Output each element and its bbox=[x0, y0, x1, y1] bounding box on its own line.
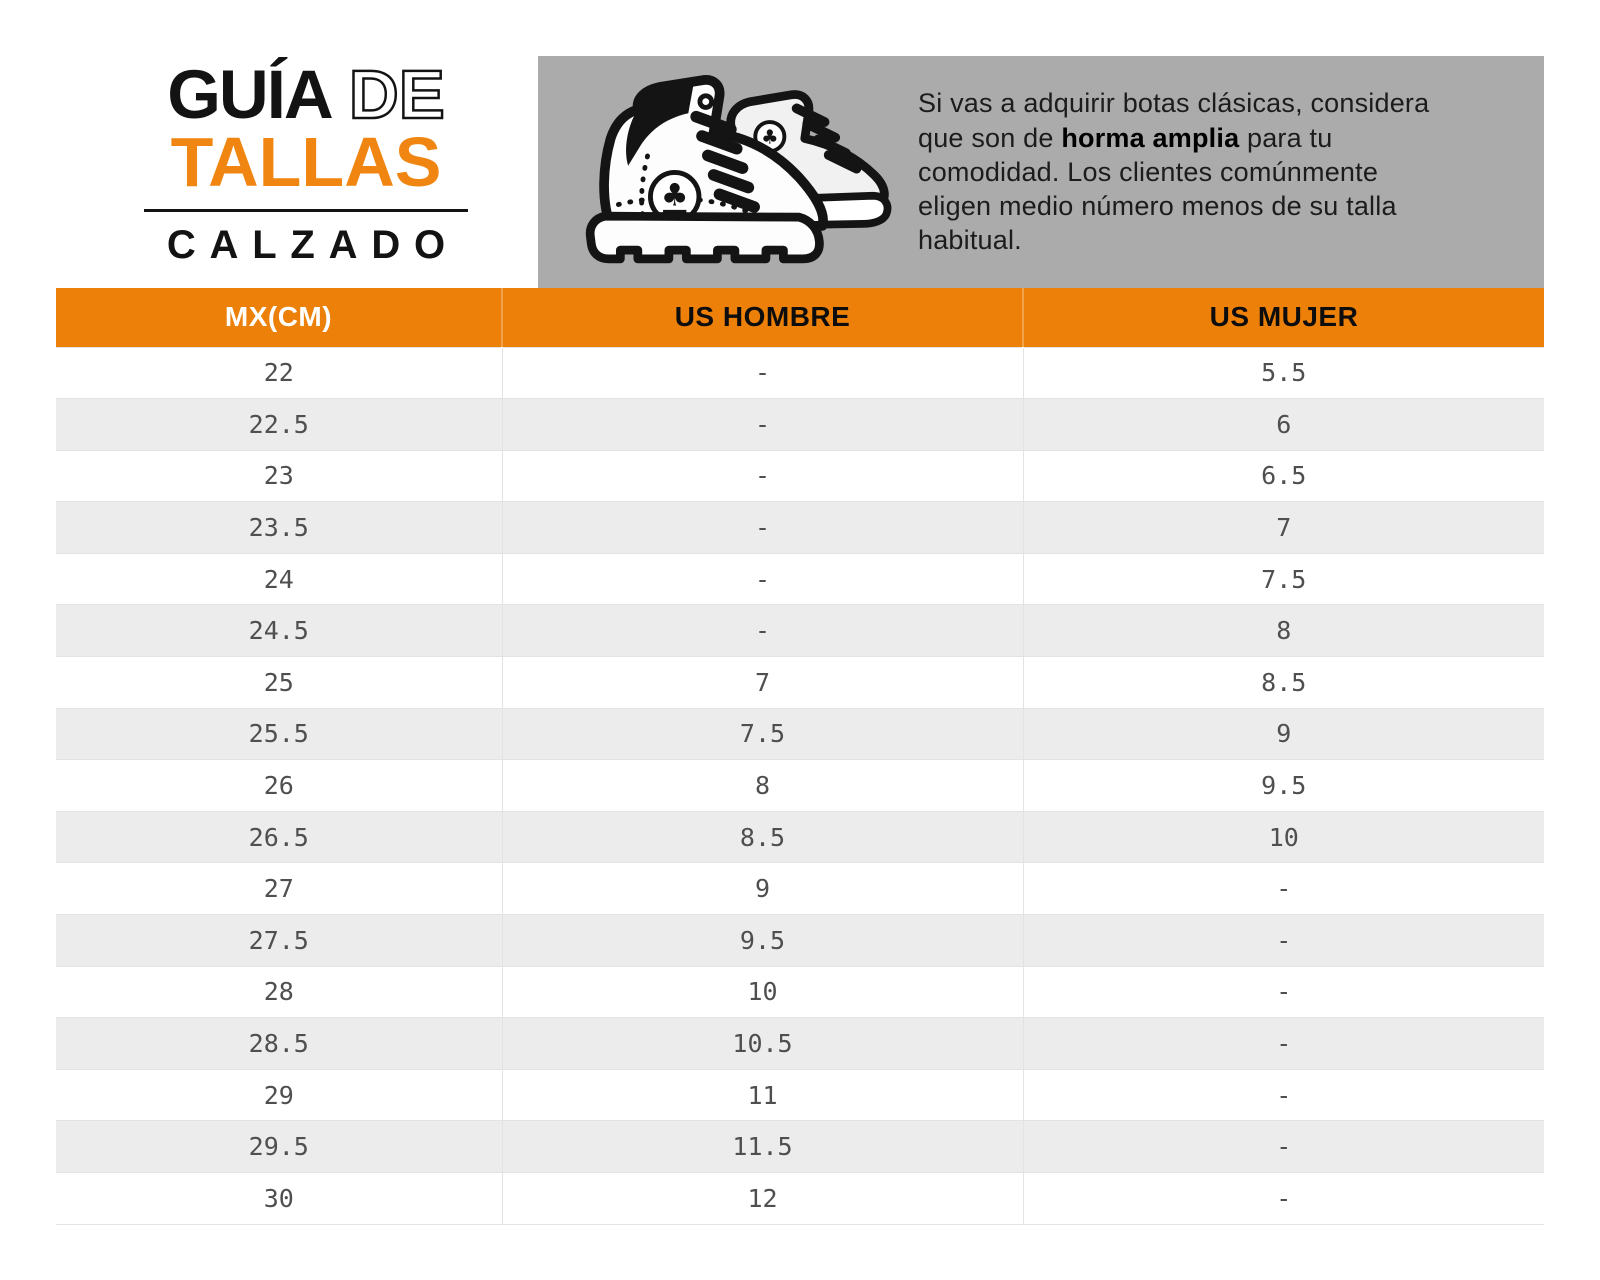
table-row: 23-6.5 bbox=[56, 449, 1544, 502]
size-cell: 27.5 bbox=[56, 914, 502, 967]
table-row: 26 8 9.5 bbox=[56, 759, 1544, 812]
banner-text-start: Si vas a adquirir botas clásicas, consid… bbox=[918, 88, 1430, 153]
header-us-hombre: US HOMBRE bbox=[501, 288, 1023, 347]
table-row: 27 9- bbox=[56, 862, 1544, 915]
size-cell: - bbox=[1022, 862, 1544, 915]
size-cell: 25 bbox=[56, 656, 502, 709]
size-cell: 23 bbox=[56, 449, 502, 502]
size-cell: - bbox=[1022, 914, 1544, 967]
size-cell: - bbox=[501, 604, 1023, 657]
boots-icon: ♣ ♣ bbox=[585, 75, 892, 264]
logo-divider bbox=[144, 209, 468, 213]
table-row: 28 10- bbox=[56, 965, 1544, 1018]
size-table-body: 22-5.5 22.5-6 23-6.5 23.5-7 24-7.5 24.5-8 25 7 8… bbox=[56, 346, 1544, 1225]
size-cell: 9.5 bbox=[1022, 759, 1544, 812]
svg-text:♣: ♣ bbox=[661, 177, 689, 213]
rear-laces bbox=[791, 103, 862, 174]
table-row: 30 12- bbox=[56, 1172, 1544, 1225]
table-row: 28.5 10.5- bbox=[56, 1017, 1544, 1070]
brand-logo: GUÍA DE TALLAS CALZADO bbox=[144, 59, 468, 268]
table-row: 24.5-8 bbox=[56, 604, 1544, 657]
size-cell: 9.5 bbox=[501, 914, 1023, 967]
size-cell: 6 bbox=[1022, 398, 1544, 451]
header-mx-cm: MX(CM) bbox=[56, 288, 502, 347]
size-cell: 27 bbox=[56, 862, 502, 915]
size-cell: - bbox=[1022, 1017, 1544, 1070]
size-cell: 10 bbox=[501, 965, 1023, 1018]
table-row: 27.5 9.5- bbox=[56, 914, 1544, 967]
size-cell: 26.5 bbox=[56, 810, 502, 863]
banner-text: Si vas a adquirir botas clásicas, consid… bbox=[918, 86, 1446, 257]
size-cell: 9 bbox=[1022, 707, 1544, 760]
size-cell: 25.5 bbox=[56, 707, 502, 760]
size-cell: 8 bbox=[1022, 604, 1544, 657]
size-cell: 23.5 bbox=[56, 501, 502, 554]
size-cell: 8 bbox=[501, 759, 1023, 812]
size-cell: 26 bbox=[56, 759, 502, 812]
size-cell: - bbox=[501, 552, 1023, 605]
banner-text-end: para tu comodidad. Los clientes comúnmen… bbox=[918, 122, 1397, 256]
table-row: 29 11- bbox=[56, 1068, 1544, 1121]
table-row: 29.5 11.5- bbox=[56, 1120, 1544, 1173]
table-row: 25.5 7.5 9 bbox=[56, 707, 1544, 760]
size-cell: 9 bbox=[501, 862, 1023, 915]
front-laces bbox=[690, 110, 760, 213]
table-row: 22.5-6 bbox=[56, 398, 1544, 451]
size-table: MX(CM) US HOMBRE US MUJER 22-5.5 22.5-6 23… bbox=[56, 288, 1544, 1225]
size-cell: 12 bbox=[501, 1172, 1023, 1225]
size-cell: - bbox=[501, 346, 1023, 399]
size-cell: - bbox=[501, 449, 1023, 502]
size-cell: - bbox=[501, 501, 1023, 554]
svg-text:♣: ♣ bbox=[761, 125, 778, 148]
logo-word-de: DE bbox=[348, 56, 446, 133]
logo-word-guia: GUÍA bbox=[167, 56, 333, 133]
size-cell: 24.5 bbox=[56, 604, 502, 657]
size-cell: 10.5 bbox=[501, 1017, 1023, 1070]
table-row: 23.5-7 bbox=[56, 501, 1544, 554]
size-cell: - bbox=[1022, 1120, 1544, 1173]
size-cell: 7.5 bbox=[1022, 552, 1544, 605]
size-cell: 7 bbox=[1022, 501, 1544, 554]
size-cell: 8.5 bbox=[1022, 656, 1544, 709]
table-header-row: MX(CM) US HOMBRE US MUJER bbox=[56, 288, 1544, 347]
info-banner: ♣ ♣ bbox=[538, 56, 1544, 288]
size-cell: 6.5 bbox=[1022, 449, 1544, 502]
logo-line-guia-de: GUÍA DE bbox=[144, 59, 468, 131]
size-cell: - bbox=[1022, 965, 1544, 1018]
table-row: 25 7 8.5 bbox=[56, 656, 1544, 709]
table-row: 22-5.5 bbox=[56, 346, 1544, 399]
size-cell: 8.5 bbox=[501, 810, 1023, 863]
size-cell: 30 bbox=[56, 1172, 502, 1225]
table-row: 24-7.5 bbox=[56, 552, 1544, 605]
logo-word-tallas: TALLAS bbox=[170, 122, 442, 201]
size-cell: - bbox=[1022, 1068, 1544, 1121]
size-cell: 28 bbox=[56, 965, 502, 1018]
size-cell: 10 bbox=[1022, 810, 1544, 863]
size-cell: 7.5 bbox=[501, 707, 1023, 760]
size-cell: 5.5 bbox=[1022, 346, 1544, 399]
size-cell: 24 bbox=[56, 552, 502, 605]
size-cell: 22 bbox=[56, 346, 502, 399]
size-cell: - bbox=[501, 398, 1023, 451]
front-boot: ♣ bbox=[585, 75, 828, 264]
size-cell: - bbox=[1022, 1172, 1544, 1225]
size-cell: 11.5 bbox=[501, 1120, 1023, 1173]
logo-word-calzado: CALZADO bbox=[166, 223, 459, 268]
size-cell: 29.5 bbox=[56, 1120, 502, 1173]
size-cell: 28.5 bbox=[56, 1017, 502, 1070]
size-cell: 11 bbox=[501, 1068, 1023, 1121]
table-row: 26.5 8.5 10 bbox=[56, 810, 1544, 863]
header-us-mujer: US MUJER bbox=[1022, 288, 1544, 347]
size-cell: 29 bbox=[56, 1068, 502, 1121]
banner-bold-text: horma amplia bbox=[1061, 122, 1240, 153]
size-cell: 22.5 bbox=[56, 398, 502, 451]
size-cell: 7 bbox=[501, 656, 1023, 709]
